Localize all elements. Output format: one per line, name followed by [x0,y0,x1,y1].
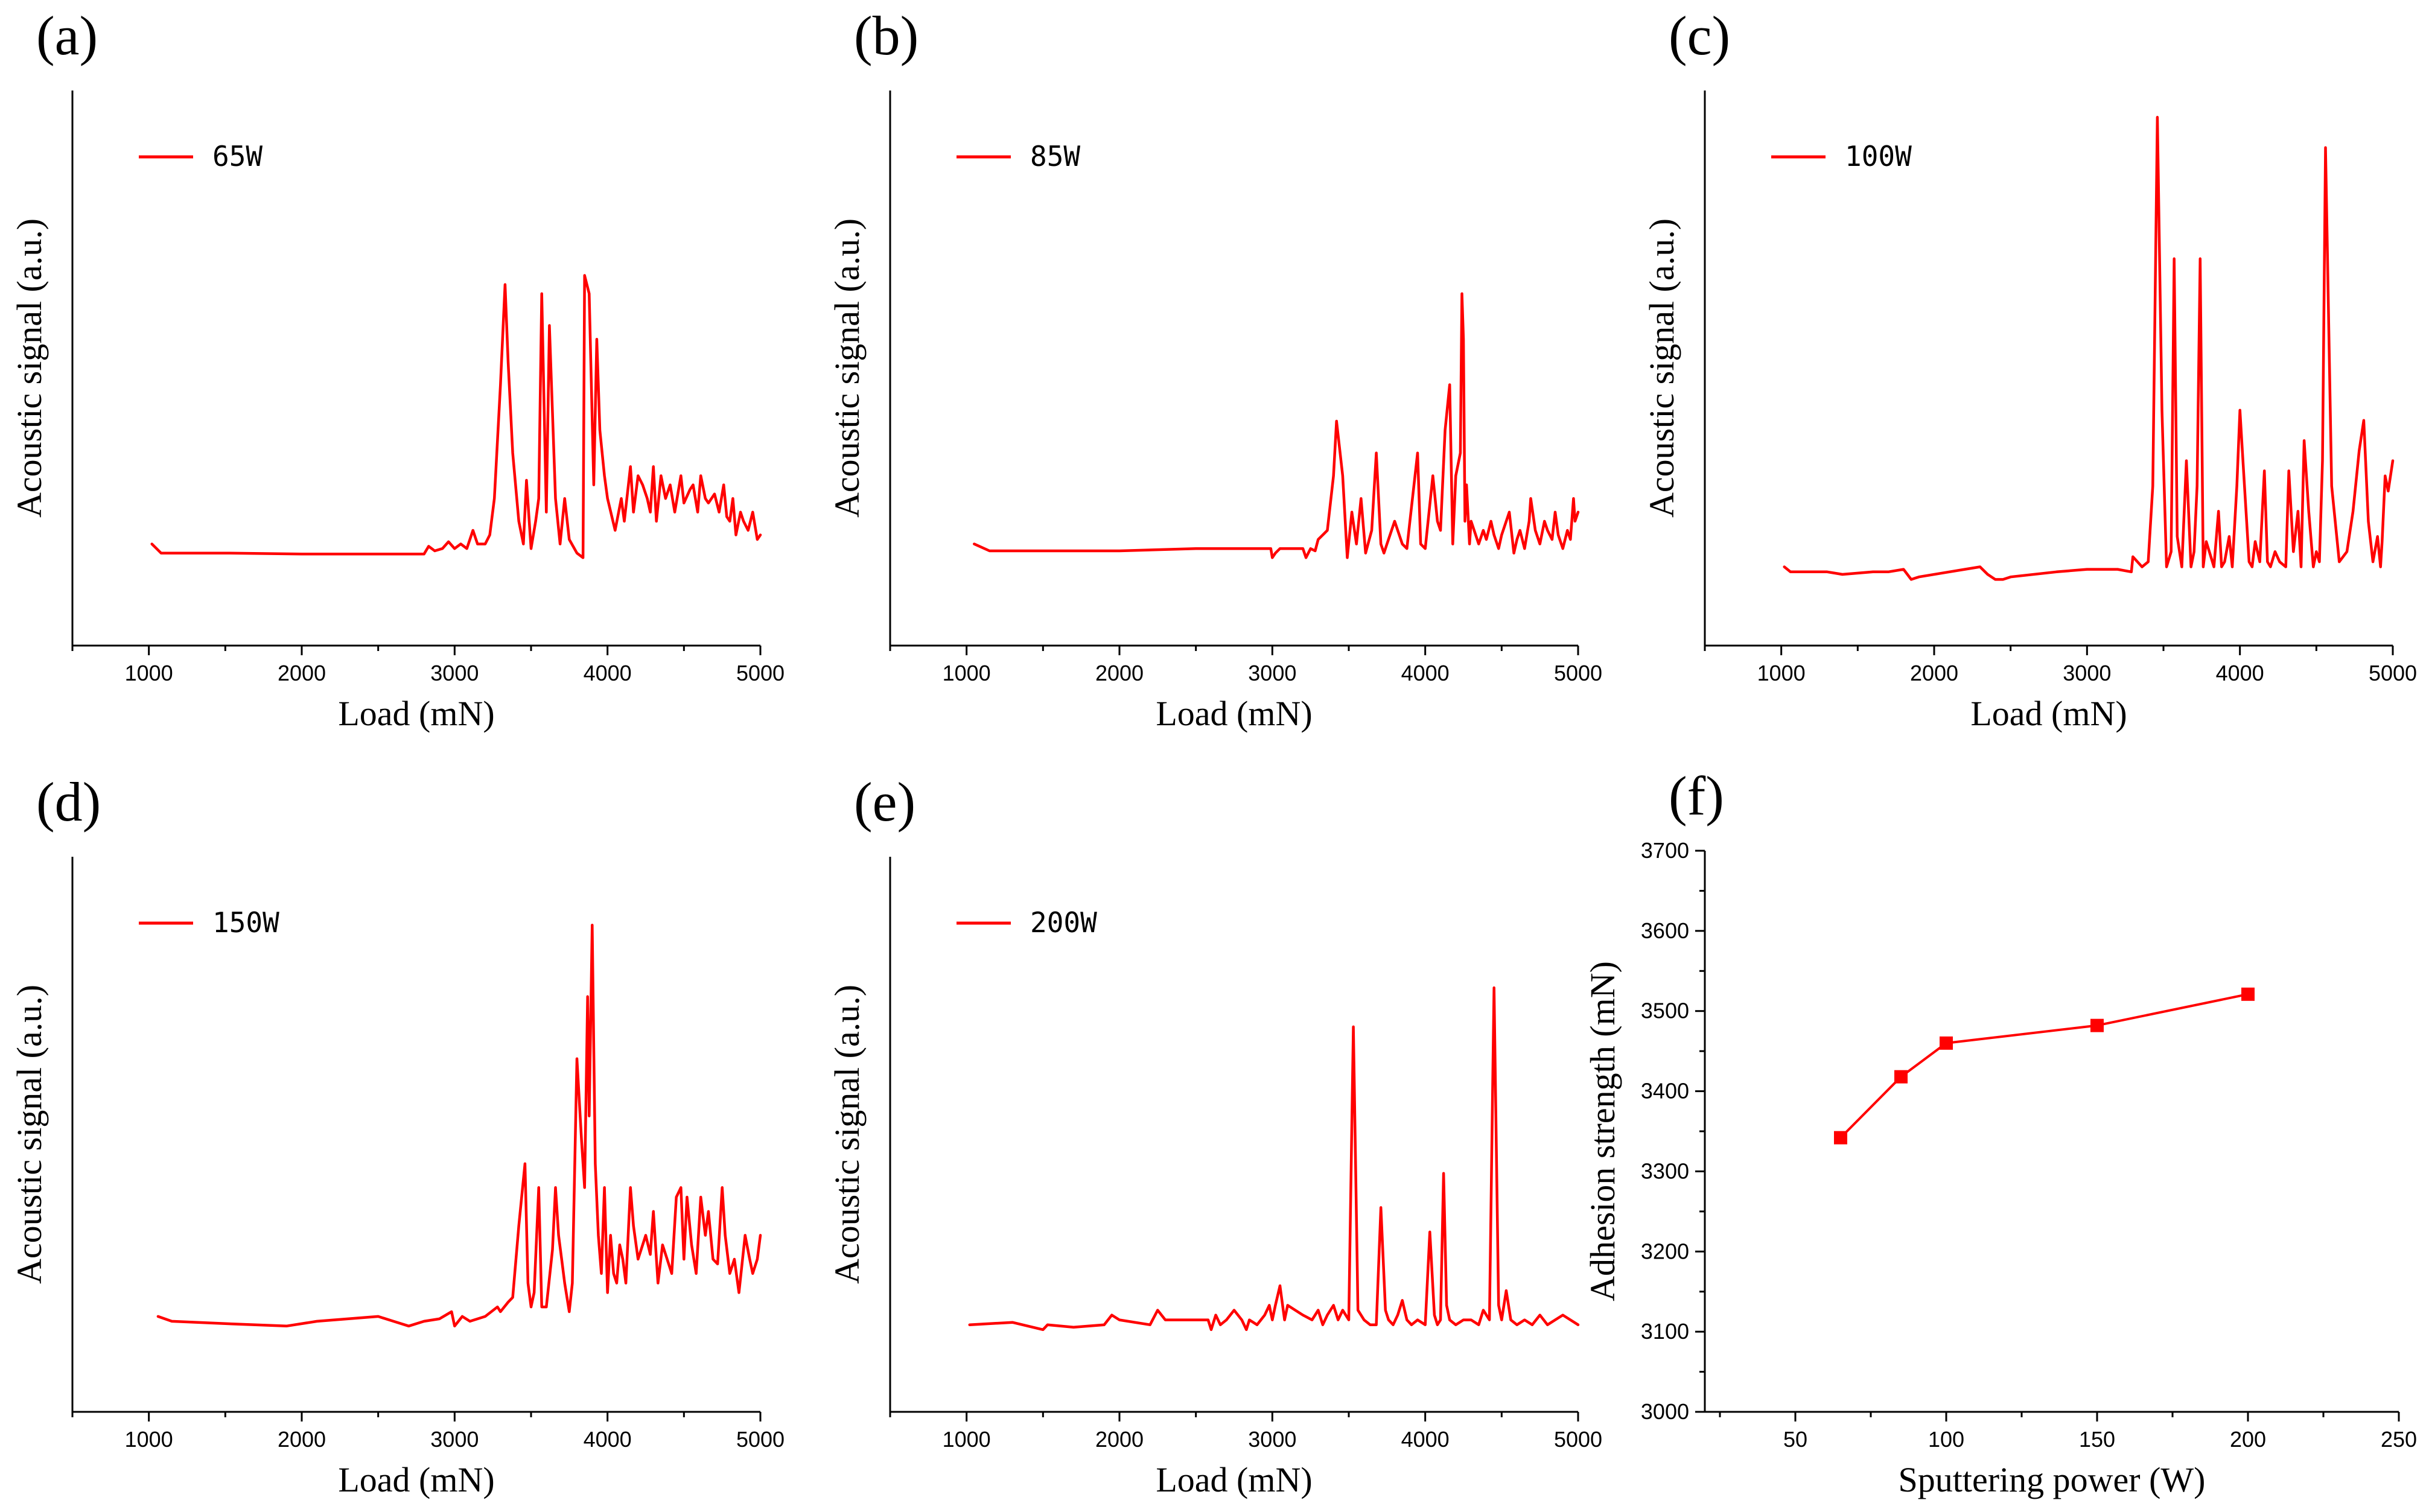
x-tick-label-b: 1000 [943,661,991,685]
x-tick-label-e: 2000 [1095,1427,1144,1452]
panel-label-a: (a) [36,5,98,66]
x-tick-label-d: 4000 [584,1427,632,1452]
x-axis-title-f: Sputtering power (W) [1899,1460,2206,1499]
series-line-b [973,292,1580,559]
y-tick-label-f: 3000 [1641,1399,1689,1424]
series-line-d [156,923,762,1328]
x-tick-label-d: 2000 [278,1427,326,1452]
data-point-f-100 [1940,1036,1953,1050]
series-line-f [1839,993,2249,1139]
y-tick-label-f: 3500 [1641,999,1689,1023]
x-tick-label-a: 3000 [430,661,479,685]
x-tick-label-e: 5000 [1554,1427,1602,1452]
data-point-f-65 [1834,1131,1847,1145]
panel-label-b: (b) [854,5,918,66]
x-tick-label-d: 3000 [430,1427,479,1452]
x-tick-label-a: 4000 [584,661,632,685]
x-axis-title-d: Load (mN) [338,1460,494,1499]
panel-label-c: (c) [1669,5,1730,66]
y-tick-label-f: 3400 [1641,1079,1689,1104]
x-tick-label-f: 200 [2230,1427,2266,1452]
panel-label-d: (d) [36,771,101,833]
series-line-e [968,986,1580,1332]
y-tick-label-f: 3200 [1641,1239,1689,1263]
panel-c: (c) 1000 2000 3000 4000 5000 Load (mN) Acoustic… [1642,5,2417,733]
x-tick-label-a: 1000 [125,661,173,685]
panel-label-e: (e) [854,771,915,833]
x-tick-label-c: 4000 [2216,661,2264,685]
panel-a: (a) 1000 2000 3000 4000 5000 Load (mN) Acoustic… [10,5,785,733]
legend-label-d: 150W [212,906,279,939]
legend-label-c: 100W [1845,140,1912,173]
y-axis-title-d: Acoustic signal (a.u.) [10,985,49,1284]
panel-label-f: (f) [1669,765,1724,827]
x-axis-title-e: Load (mN) [1156,1460,1312,1499]
legend-label-a: 65W [212,140,263,173]
data-point-f-150 [2090,1018,2104,1032]
y-axis-title-c: Acoustic signal (a.u.) [1642,218,1681,518]
legend-label-b: 85W [1030,140,1080,173]
y-axis-title-e: Acoustic signal (a.u.) [827,985,867,1284]
x-tick-label-b: 2000 [1095,661,1144,685]
x-axis-title-c: Load (mN) [1970,694,2127,733]
series-line-c [1783,116,2395,581]
x-tick-label-f: 100 [1928,1427,1964,1452]
x-tick-label-e: 4000 [1401,1427,1450,1452]
x-tick-label-f: 250 [2381,1427,2417,1452]
panel-e: (e) 1000 2000 3000 4000 5000 Load (mN) Acoustic… [827,771,1602,1499]
x-tick-label-c: 3000 [2063,661,2111,685]
x-tick-label-a: 5000 [736,661,785,685]
x-tick-label-b: 3000 [1248,661,1296,685]
x-tick-label-c: 5000 [2369,661,2417,685]
x-tick-label-d: 5000 [736,1427,785,1452]
x-axis-title-a: Load (mN) [338,694,494,733]
y-tick-label-f: 3100 [1641,1319,1689,1344]
x-tick-label-b: 4000 [1401,661,1450,685]
y-tick-label-f: 3300 [1641,1158,1689,1183]
y-axis-title-b: Acoustic signal (a.u.) [827,218,867,518]
data-point-f-85 [1894,1070,1908,1084]
x-axis-title-b: Load (mN) [1156,694,1312,733]
x-tick-label-a: 2000 [278,661,326,685]
data-point-f-200 [2241,987,2255,1001]
y-tick-label-f: 3600 [1641,918,1689,943]
panel-f: (f) 50 100 150 200 250 3000 3100 3200 3300 3400 350… [1583,765,2417,1499]
panel-d: (d) 1000 2000 3000 4000 5000 Load (mN) Acoustic… [10,771,785,1499]
series-line-a [150,274,762,559]
x-tick-label-e: 3000 [1248,1427,1296,1452]
x-tick-label-b: 5000 [1554,661,1602,685]
panel-b: (b) 1000 2000 3000 4000 5000 Load (mN) Acoustic… [827,5,1602,733]
x-tick-label-e: 1000 [943,1427,991,1452]
y-axis-title-a: Acoustic signal (a.u.) [10,218,49,518]
x-tick-label-f: 150 [2079,1427,2115,1452]
y-tick-label-f: 3700 [1641,838,1689,863]
x-tick-label-f: 50 [1783,1427,1807,1452]
y-axis-title-f: Adhesion strength (mN) [1583,961,1622,1301]
x-tick-label-c: 1000 [1757,661,1806,685]
x-tick-label-d: 1000 [125,1427,173,1452]
legend-label-e: 200W [1030,906,1097,939]
x-tick-label-c: 2000 [1910,661,1958,685]
